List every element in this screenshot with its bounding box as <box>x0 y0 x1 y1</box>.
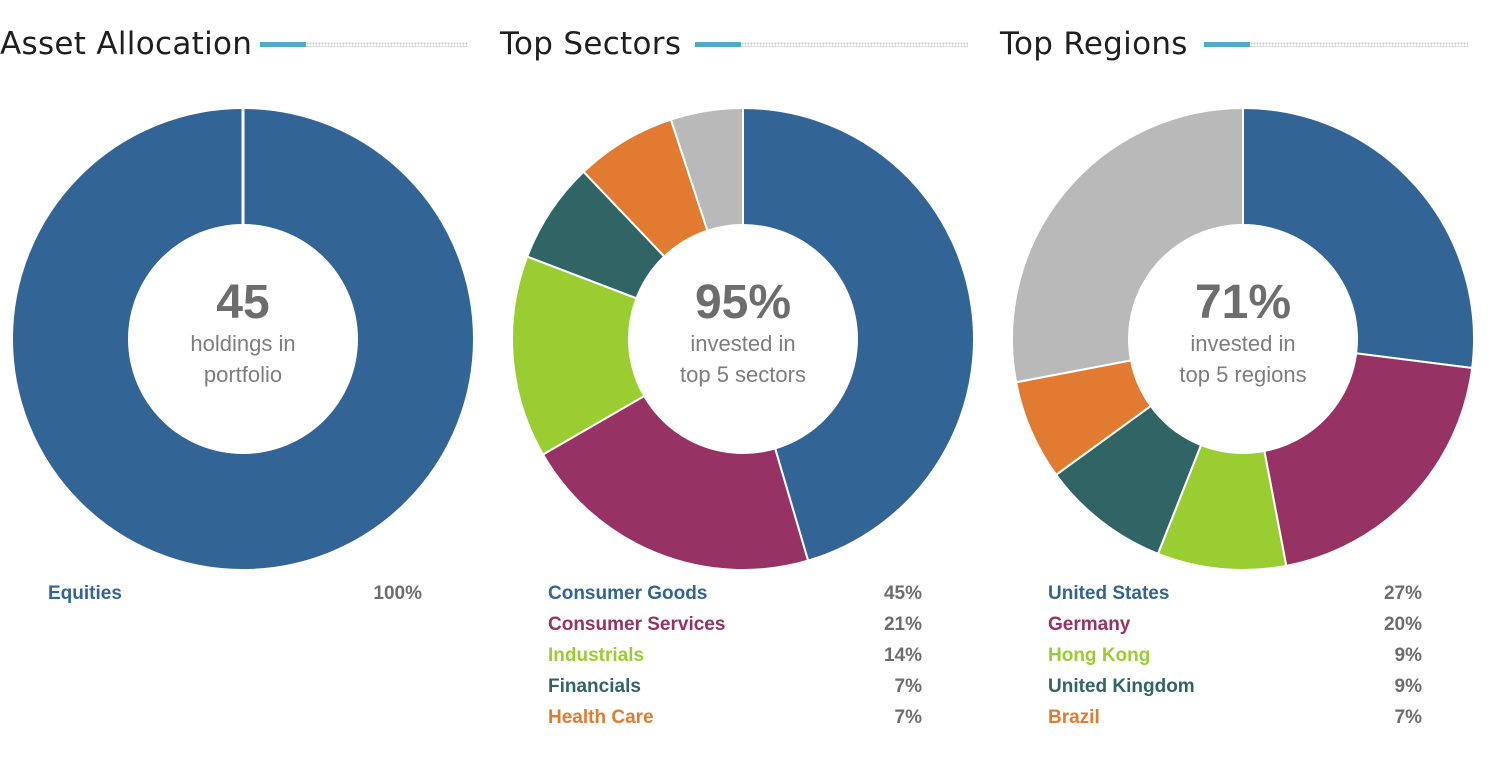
asset-allocation-panel: Asset Allocation 45 holdings in portfolio … <box>0 0 475 777</box>
top-regions-panel: Top Regions 71% invested in top 5 regions … <box>1000 0 1475 777</box>
legend-row: Germany 20% <box>1048 614 1422 645</box>
legend-row: Health Care 7% <box>548 707 922 738</box>
legend-value: 7% <box>894 676 922 697</box>
legend-row: Consumer Services 21% <box>548 614 922 645</box>
pie-slice-industrials <box>511 255 746 456</box>
legend-label: Germany <box>1048 614 1131 635</box>
legend-value: 20% <box>1383 614 1422 635</box>
center-value: 45 <box>216 276 269 329</box>
legend-label: Hong Kong <box>1048 645 1151 666</box>
panel-title: Asset Allocation <box>0 26 253 62</box>
legend-value: 27% <box>1383 583 1422 604</box>
title-rule <box>695 42 968 47</box>
legend-label: Brazil <box>1048 707 1100 728</box>
panel-header: Top Regions <box>1000 22 1470 68</box>
pie-slice-consumer-goods <box>742 106 975 562</box>
legend-value: 14% <box>883 645 922 666</box>
legend-row: Hong Kong 9% <box>1048 645 1422 676</box>
legend-label: Equities <box>48 583 122 604</box>
legend-row: Financials 7% <box>548 676 922 707</box>
legend-row: Consumer Goods 45% <box>548 583 922 614</box>
title-rule <box>1204 42 1468 47</box>
donut-hole <box>128 224 358 454</box>
donut-hole <box>628 224 858 454</box>
legend-row: United States 27% <box>1048 583 1422 614</box>
legend: Equities 100% <box>48 583 422 614</box>
legend-value: 45% <box>883 583 922 604</box>
legend-label: Consumer Services <box>548 614 726 635</box>
legend-value: 9% <box>1394 645 1422 666</box>
legend-value: 21% <box>883 614 922 635</box>
donut-chart: 95% invested in top 5 sectors <box>510 106 976 572</box>
legend-value: 7% <box>1394 707 1422 728</box>
legend-label: United States <box>1048 583 1170 604</box>
center-caption-line-1: invested in <box>1190 331 1295 356</box>
legend-value: 7% <box>894 707 922 728</box>
legend-label: Consumer Goods <box>548 583 708 604</box>
legend-row: Industrials 14% <box>548 645 922 676</box>
center-caption-line-1: invested in <box>690 331 795 356</box>
donut-svg: 71%invested in top 5 regions <box>1011 106 1475 571</box>
legend-value: 9% <box>1394 676 1422 697</box>
legend-label: Financials <box>548 676 641 697</box>
center-caption-line-2: top 5 regions <box>1179 362 1306 387</box>
legend-value: 100% <box>373 583 422 604</box>
legend-row: Brazil 7% <box>1048 707 1422 738</box>
center-caption-line-2: portfolio <box>204 362 282 387</box>
donut-chart: 71% invested in top 5 regions <box>1010 106 1476 572</box>
legend: Consumer Goods 45% Consumer Services 21% Ind… <box>548 583 922 738</box>
pie-slice-hong-kong <box>1156 335 1288 571</box>
title-rule <box>260 42 468 47</box>
center-caption-line-2: top 5 sectors <box>680 362 806 387</box>
donut-hole <box>1128 224 1358 454</box>
legend-row: Equities 100% <box>48 583 422 614</box>
panel-title: Top Sectors <box>500 26 682 62</box>
panel-header: Top Sectors <box>500 22 970 68</box>
legend: United States 27% Germany 20% Hong Kong 9% Uni… <box>1048 583 1422 738</box>
legend-label: Industrials <box>548 645 645 666</box>
legend-label: United Kingdom <box>1048 676 1195 697</box>
legend-label: Health Care <box>548 707 654 728</box>
center-value: 71% <box>1195 276 1291 329</box>
center-value: 95% <box>695 276 791 329</box>
panel-title: Top Regions <box>1000 26 1188 62</box>
legend-row: United Kingdom 9% <box>1048 676 1422 707</box>
donut-svg: 95%invested in top 5 sectors <box>511 106 975 571</box>
top-sectors-panel: Top Sectors 95% invested in top 5 sectors … <box>500 0 975 777</box>
panel-header: Asset Allocation <box>0 22 470 68</box>
donut-chart: 45 holdings in portfolio <box>10 106 476 572</box>
center-caption-line-1: holdings in <box>190 331 295 356</box>
